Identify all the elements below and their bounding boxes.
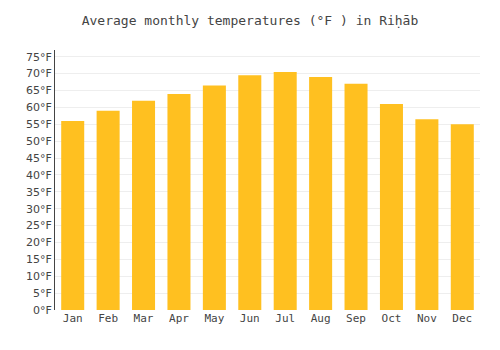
svg-text:25°F: 25°F xyxy=(26,219,52,232)
svg-text:10°F: 10°F xyxy=(26,270,52,283)
svg-text:Feb: Feb xyxy=(98,312,118,325)
svg-text:Average monthly temperatures (: Average monthly temperatures (°F ) in Ri… xyxy=(82,13,419,28)
svg-text:Mar: Mar xyxy=(134,312,154,325)
svg-text:70°F: 70°F xyxy=(26,67,52,80)
svg-text:5°F: 5°F xyxy=(33,287,52,300)
svg-text:35°F: 35°F xyxy=(26,186,52,199)
svg-text:Jan: Jan xyxy=(63,312,83,325)
svg-text:55°F: 55°F xyxy=(26,118,52,131)
svg-text:Dec: Dec xyxy=(452,312,472,325)
svg-text:50°F: 50°F xyxy=(26,135,52,148)
svg-text:Jul: Jul xyxy=(275,312,295,325)
svg-text:Oct: Oct xyxy=(382,312,402,325)
svg-text:Sep: Sep xyxy=(346,312,366,325)
svg-text:Nov: Nov xyxy=(417,312,437,325)
svg-text:May: May xyxy=(204,312,224,325)
svg-text:20°F: 20°F xyxy=(26,236,52,249)
svg-text:65°F: 65°F xyxy=(26,84,52,97)
svg-text:40°F: 40°F xyxy=(26,169,52,182)
svg-text:Aug: Aug xyxy=(311,312,331,325)
svg-text:45°F: 45°F xyxy=(26,152,52,165)
svg-text:30°F: 30°F xyxy=(26,203,52,216)
svg-text:75°F: 75°F xyxy=(26,51,52,64)
svg-text:15°F: 15°F xyxy=(26,253,52,266)
svg-text:Jun: Jun xyxy=(240,312,260,325)
svg-text:0°F: 0°F xyxy=(33,304,52,317)
svg-text:Apr: Apr xyxy=(169,312,189,325)
svg-text:60°F: 60°F xyxy=(26,101,52,114)
